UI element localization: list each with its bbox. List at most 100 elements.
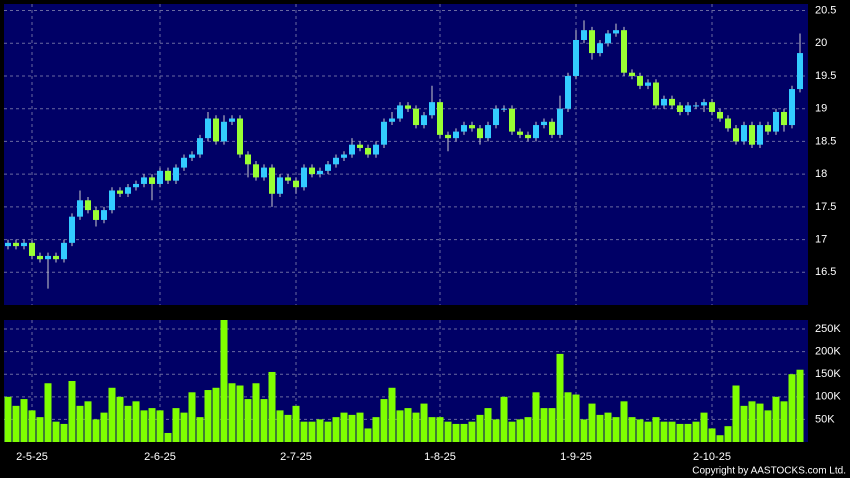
candle-body xyxy=(237,118,243,155)
volume-bar xyxy=(116,396,124,442)
x-tick-label: 2-5-25 xyxy=(16,451,48,463)
candle-body xyxy=(45,255,51,260)
candle-body xyxy=(413,108,419,126)
candle-body xyxy=(613,30,619,34)
volume-bar xyxy=(340,412,348,442)
volume-bar xyxy=(268,371,276,442)
y-tick-label: 19.5 xyxy=(815,70,836,82)
y-tick-label: 16.5 xyxy=(815,266,836,278)
volume-bar xyxy=(660,421,668,442)
volume-bar xyxy=(724,426,732,442)
volume-bar xyxy=(92,419,100,442)
volume-bar xyxy=(636,419,644,442)
candle-body xyxy=(317,170,323,175)
volume-bar xyxy=(676,423,684,442)
volume-bar xyxy=(356,412,364,442)
candle-body xyxy=(197,138,203,155)
candle-body xyxy=(525,134,531,139)
volume-bar xyxy=(204,390,212,442)
volume-bar xyxy=(524,417,532,442)
candle-body xyxy=(421,115,427,126)
volume-bar xyxy=(476,414,484,442)
volume-bar xyxy=(148,408,156,442)
volume-bar xyxy=(36,417,44,442)
candle-body xyxy=(797,53,803,90)
x-tick-label: 1-8-25 xyxy=(424,451,456,463)
volume-bar xyxy=(276,410,284,442)
volume-bar xyxy=(452,423,460,442)
candle-body xyxy=(445,134,451,139)
candle-body xyxy=(541,121,547,126)
candle-body xyxy=(13,242,19,247)
candle-body xyxy=(621,30,627,73)
candle-body xyxy=(469,125,475,129)
candle-body xyxy=(253,164,259,178)
volume-bar xyxy=(588,403,596,442)
candle-body xyxy=(333,157,339,165)
volume-bar xyxy=(292,405,300,442)
candle-body xyxy=(293,180,299,188)
volume-bar xyxy=(460,423,468,442)
volume-bar xyxy=(548,408,556,442)
candle-body xyxy=(549,121,555,135)
candle-body xyxy=(325,164,331,171)
volume-bar xyxy=(788,374,796,442)
candle-body xyxy=(149,177,155,184)
volume-bar xyxy=(532,392,540,442)
candle-body xyxy=(157,170,163,184)
candle-body xyxy=(245,154,251,165)
volume-bar xyxy=(492,419,500,442)
candle-body xyxy=(485,125,491,139)
volume-bar xyxy=(84,401,92,442)
volume-bar xyxy=(628,417,636,442)
volume-bar xyxy=(620,401,628,442)
volume-bar xyxy=(516,419,524,442)
candle-body xyxy=(365,147,371,155)
candle-body xyxy=(29,242,35,256)
candle-body xyxy=(381,121,387,145)
volume-bar xyxy=(100,412,108,442)
volume-bar xyxy=(60,423,68,442)
candle-body xyxy=(781,111,787,126)
candle-body xyxy=(605,33,611,44)
volume-bar xyxy=(412,412,420,442)
candle-body xyxy=(509,108,515,132)
volume-bar xyxy=(444,421,452,442)
volume-bar xyxy=(140,410,148,442)
y-tick-label: 20.5 xyxy=(815,4,836,16)
price-panel xyxy=(4,4,808,305)
volume-bar xyxy=(772,396,780,442)
x-tick-label: 2-10-25 xyxy=(693,451,731,463)
candle-body xyxy=(133,183,139,188)
candle-body xyxy=(645,82,651,86)
candle-body xyxy=(173,167,179,181)
volume-bar xyxy=(596,414,604,442)
volume-bar xyxy=(436,417,444,442)
candle-body xyxy=(285,177,291,181)
candle-body xyxy=(701,102,707,106)
candle-body xyxy=(109,190,115,211)
candle-body xyxy=(765,125,771,132)
volume-bar xyxy=(764,410,772,442)
volume-bar xyxy=(244,399,252,442)
volume-bar xyxy=(284,414,292,442)
candle-body xyxy=(573,39,579,76)
volume-bar xyxy=(396,410,404,442)
volume-bar xyxy=(332,417,340,442)
y-tick-label: 17.5 xyxy=(815,201,836,213)
candle-body xyxy=(141,177,147,184)
volume-bar xyxy=(124,405,132,442)
volume-bar xyxy=(108,387,116,442)
volume-bar xyxy=(372,417,380,442)
candle-body xyxy=(477,128,483,139)
y-tick-label: 19 xyxy=(815,103,827,115)
candle-body xyxy=(85,200,91,211)
candle-body xyxy=(461,125,467,132)
volume-bar xyxy=(220,320,228,442)
volume-bar xyxy=(44,383,52,442)
y-tick-label: 200K xyxy=(815,346,841,358)
candle-body xyxy=(453,131,459,139)
volume-bar xyxy=(692,421,700,442)
y-tick-label: 17 xyxy=(815,233,827,245)
candle-body xyxy=(717,111,723,119)
